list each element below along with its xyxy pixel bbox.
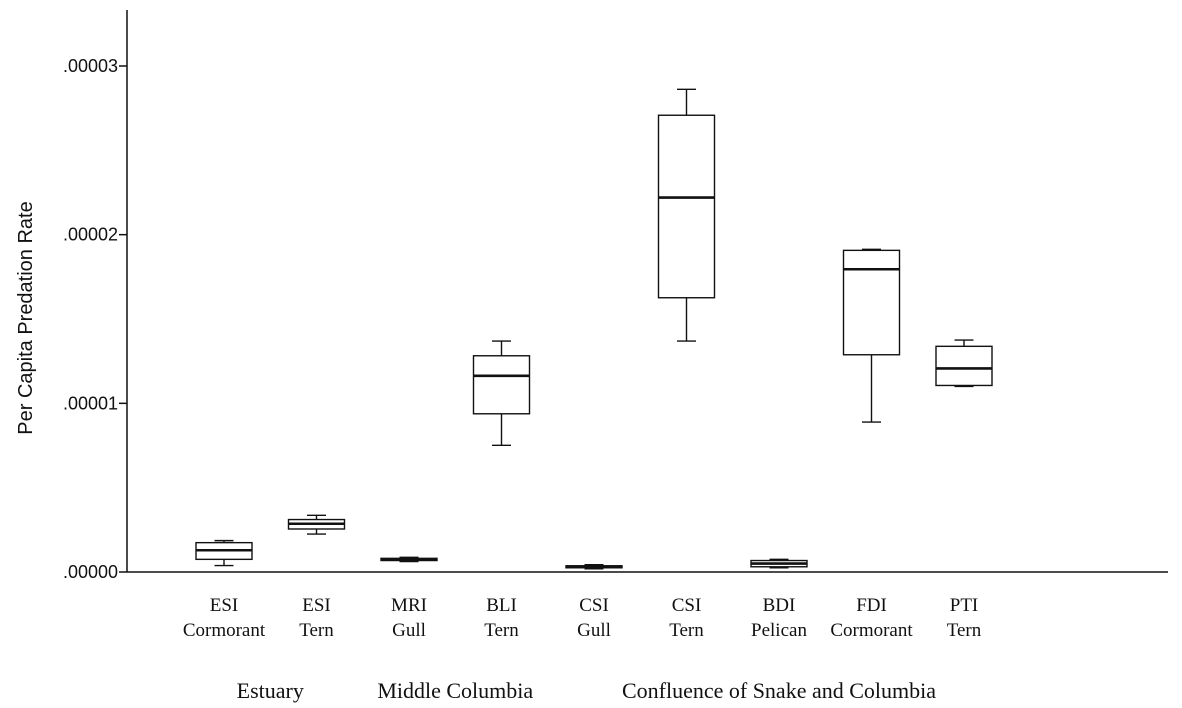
- category-label-line1: BDI: [763, 595, 796, 616]
- category-label-line2: Pelican: [751, 620, 807, 641]
- category-label-line2: Tern: [947, 620, 982, 641]
- category-label-line2: Cormorant: [830, 620, 913, 641]
- y-tick-label: .00002: [63, 225, 118, 245]
- box-csi-gull: [565, 564, 623, 570]
- category-label-line2: Cormorant: [183, 620, 266, 641]
- box-series: [195, 88, 993, 570]
- group-label: Middle Columbia: [377, 678, 533, 703]
- group-label: Estuary: [237, 678, 304, 703]
- box-esi-tern: [287, 514, 346, 535]
- y-tick-label: .00001: [63, 393, 118, 413]
- category-label-line1: ESI: [210, 595, 239, 616]
- box-pti-tern: [935, 339, 993, 388]
- category-label-line1: CSI: [672, 595, 702, 616]
- category-label-line1: FDI: [856, 595, 887, 616]
- box-esi-cormorant: [195, 539, 253, 567]
- y-tick-label: .00000: [63, 562, 118, 582]
- category-label-line2: Gull: [577, 620, 611, 641]
- y-axis-label: Per Capita Predation Rate: [15, 201, 37, 434]
- category-label-line1: ESI: [302, 595, 331, 616]
- group-label: Confluence of Snake and Columbia: [622, 678, 936, 703]
- category-labels: ESI Cormorant ESI Tern MRI Gull BLI Tern CSI Gull…: [183, 595, 982, 641]
- category-label-line1: CSI: [579, 595, 609, 616]
- iqr-box: [472, 355, 531, 415]
- y-tick-label: .00003: [63, 56, 118, 76]
- y-axis-ticks: .00000 .00001 .00002 .00003: [63, 56, 127, 582]
- box-csi-tern: [657, 88, 716, 342]
- axes: [126, 10, 1168, 573]
- category-label-line1: PTI: [950, 595, 979, 616]
- category-label-line1: MRI: [391, 595, 427, 616]
- category-label-line2: Tern: [484, 620, 519, 641]
- iqr-box: [935, 345, 993, 387]
- iqr-box: [842, 249, 901, 356]
- box-fdi-cormorant: [842, 248, 901, 423]
- category-label-line2: Gull: [392, 620, 426, 641]
- category-label-line1: BLI: [486, 595, 517, 616]
- box-bli-tern: [472, 340, 531, 447]
- iqr-box: [657, 114, 716, 299]
- category-label-line2: Tern: [669, 620, 704, 641]
- category-label-line2: Tern: [299, 620, 334, 641]
- box-mri-gull: [380, 556, 438, 563]
- box-bdi-pelican: [750, 558, 808, 569]
- group-labels: Estuary Middle Columbia Confluence of Snak…: [237, 678, 937, 703]
